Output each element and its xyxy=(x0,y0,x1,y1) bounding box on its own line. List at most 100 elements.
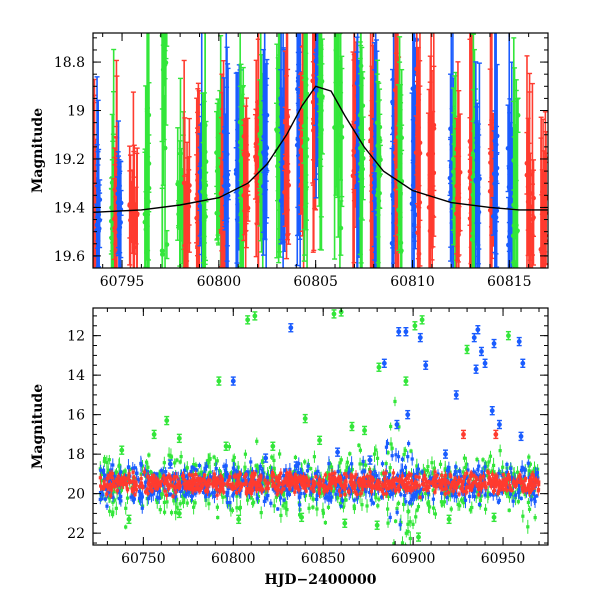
bottom-green-point xyxy=(344,498,348,502)
bottom-blue-point xyxy=(403,474,408,478)
x-tick-label: 60815 xyxy=(487,274,532,290)
bottom-green-point xyxy=(243,465,247,469)
bottom-blue-point xyxy=(179,472,184,476)
bottom-green-point xyxy=(207,502,211,506)
bottom-blue-point xyxy=(350,462,354,466)
bottom-green-point xyxy=(489,470,494,474)
bottom-green-point xyxy=(426,501,430,505)
bottom-blue-point xyxy=(146,497,150,501)
bottom-blue-point xyxy=(386,476,391,480)
bottom-green-point xyxy=(478,498,483,503)
bottom-green-point xyxy=(420,492,424,497)
bottom-green-point xyxy=(108,509,112,513)
bottom-green-point xyxy=(105,460,109,465)
bottom-green-point xyxy=(400,541,405,545)
bottom-green-point xyxy=(139,472,143,476)
top-red-point xyxy=(457,169,463,175)
top-green-point xyxy=(360,103,366,109)
bottom-blue-point xyxy=(159,469,163,473)
bottom-green-point xyxy=(196,472,200,476)
bottom-blue-point xyxy=(179,489,183,493)
bottom-green-point xyxy=(406,529,410,534)
bottom-green-point xyxy=(303,493,308,498)
bottom-green-point xyxy=(498,449,502,453)
bottom-green-point xyxy=(533,515,537,520)
bottom-blue-point xyxy=(396,455,401,459)
bottom-green-point xyxy=(526,525,530,529)
bottom-green-point xyxy=(175,497,179,501)
bottom-green-point xyxy=(373,477,377,482)
top-green-point xyxy=(161,15,166,20)
bottom-green-point xyxy=(338,502,343,507)
bottom-blue-point xyxy=(164,470,168,474)
bottom-green-point xyxy=(270,455,274,459)
bottom-green-point xyxy=(272,458,276,463)
bottom-green-point xyxy=(181,500,186,504)
bottom-green-point xyxy=(408,520,412,524)
top-blue-point xyxy=(412,212,418,218)
bottom-green-point xyxy=(424,491,428,496)
bottom-green-point xyxy=(114,470,119,474)
bottom-green-point xyxy=(179,454,183,459)
bottom-blue-point xyxy=(388,493,393,497)
top-green-point xyxy=(338,33,343,35)
bottom-green-point xyxy=(485,474,489,478)
bottom-green-point xyxy=(345,460,349,464)
bottom-green-point xyxy=(364,463,368,467)
bottom-blue-point xyxy=(183,468,187,472)
bottom-green-point xyxy=(284,506,288,510)
top-plot-frame xyxy=(92,32,549,269)
bottom-green-point xyxy=(516,500,520,504)
bottom-green-point xyxy=(282,489,286,494)
top-red-point xyxy=(531,215,536,221)
bottom-green-point xyxy=(233,470,237,474)
bottom-green-point xyxy=(360,503,364,507)
bottom-green-point xyxy=(144,460,149,464)
bottom-green-point xyxy=(175,505,179,509)
bottom-green-point xyxy=(505,492,509,496)
bottom-green-point xyxy=(503,473,507,477)
bottom-green-point xyxy=(488,454,493,458)
bottom-green-point xyxy=(439,500,444,504)
bottom-blue-point xyxy=(157,496,161,500)
top-blue-point xyxy=(264,112,270,118)
bottom-green-point xyxy=(235,506,239,510)
bottom-green-point xyxy=(448,492,452,496)
bottom-green-point xyxy=(256,494,261,499)
bottom-green-point xyxy=(341,505,346,509)
bottom-green-point xyxy=(329,465,333,469)
bottom-green-point xyxy=(107,496,111,500)
bottom-green-point xyxy=(221,495,225,499)
bottom-green-point xyxy=(511,490,515,494)
bottom-green-point xyxy=(261,460,265,465)
bottom-green-point xyxy=(116,485,120,489)
bottom-green-point xyxy=(428,505,432,509)
bottom-green-point xyxy=(323,521,327,525)
bottom-green-point xyxy=(365,504,369,508)
top-green-point xyxy=(319,78,325,84)
bottom-green-point xyxy=(395,507,399,511)
bottom-green-point xyxy=(279,513,283,518)
bottom-green-point xyxy=(325,478,329,482)
x-tick-label: 60810 xyxy=(390,274,435,290)
bottom-green-point xyxy=(426,503,431,507)
top-green-point xyxy=(304,136,310,142)
top-green-point xyxy=(202,149,208,155)
bottom-green-point xyxy=(507,495,512,499)
bottom-green-point xyxy=(344,470,348,474)
bottom-green-point xyxy=(309,467,313,471)
top-green-point xyxy=(515,228,520,234)
top-blue-point xyxy=(477,176,482,182)
bottom-green-point xyxy=(374,448,378,452)
bottom-green-point xyxy=(192,505,196,509)
bottom-green-point xyxy=(430,461,434,465)
bottom-green-point xyxy=(533,470,537,474)
y-tick-label: 19.6 xyxy=(54,249,85,265)
bottom-green-point xyxy=(246,498,250,502)
bottom-green-point xyxy=(411,522,415,526)
bottom-green-point xyxy=(167,453,171,457)
bottom-blue-point xyxy=(183,475,187,479)
top-green-point xyxy=(164,10,169,15)
bottom-green-point xyxy=(180,494,184,498)
